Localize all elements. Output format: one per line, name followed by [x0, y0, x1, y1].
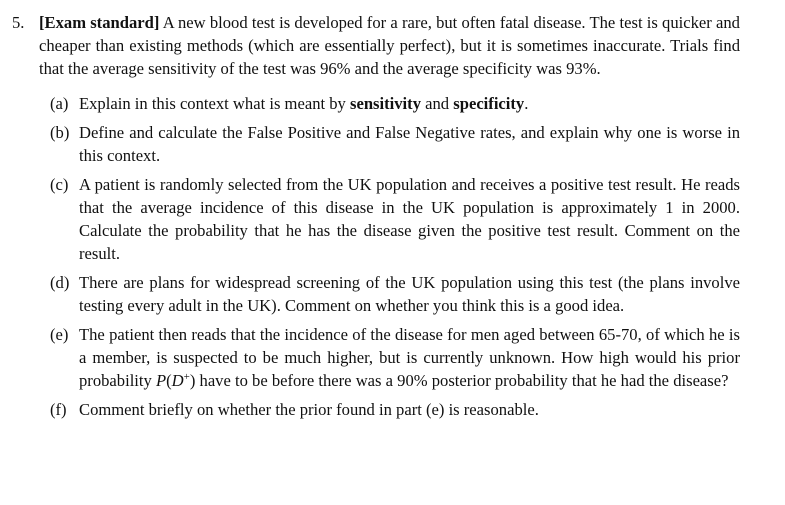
- part-b: (b) Define and calculate the False Posit…: [50, 121, 740, 167]
- part-b-label: (b): [50, 123, 70, 142]
- part-f: (f) Comment briefly on whether the prior…: [50, 398, 740, 421]
- part-c-label: (c): [50, 175, 69, 194]
- exam-standard-tag: [Exam standard]: [39, 13, 160, 32]
- math-d: D: [171, 371, 184, 390]
- question-parts: (a) Explain in this context what is mean…: [12, 92, 740, 421]
- math-p: P: [155, 371, 167, 390]
- math-close-paren: ): [189, 371, 196, 390]
- term-specificity: specificity: [453, 94, 525, 113]
- question-intro: [Exam standard] A new blood test is deve…: [39, 11, 740, 80]
- part-e: (e) The patient then reads that the inci…: [50, 323, 740, 392]
- part-d-label: (d): [50, 273, 70, 292]
- part-b-text: Define and calculate the False Positive …: [79, 123, 740, 165]
- part-a-text-1: Explain in this context what is meant by: [79, 94, 350, 113]
- math-open-paren: (: [166, 371, 172, 390]
- part-a-text-3: .: [524, 94, 529, 113]
- question-intro-text: A new blood test is developed for a rare…: [39, 13, 740, 78]
- prior-probability-math: P(D+): [156, 371, 195, 390]
- question-5: 5. [Exam standard] A new blood test is d…: [12, 11, 740, 427]
- question-number: 5.: [12, 13, 25, 32]
- part-f-label: (f): [50, 400, 67, 419]
- part-d-text: There are plans for widespread screening…: [79, 273, 740, 315]
- part-f-text: Comment briefly on whether the prior fou…: [79, 400, 539, 419]
- part-a-text-2: and: [421, 94, 454, 113]
- term-sensitivity: sensitivity: [350, 94, 421, 113]
- part-d: (d) There are plans for widespread scree…: [50, 271, 740, 317]
- part-e-label: (e): [50, 325, 69, 344]
- part-e-text-1: The patient then reads that the incidenc…: [79, 325, 740, 390]
- math-superscript-plus: +: [183, 371, 190, 383]
- part-a: (a) Explain in this context what is mean…: [50, 92, 740, 115]
- part-c-text: A patient is randomly selected from the …: [79, 175, 740, 263]
- part-c: (c) A patient is randomly selected from …: [50, 173, 740, 265]
- part-e-text-2: have to be before there was a 90% poster…: [195, 371, 729, 390]
- part-a-label: (a): [50, 94, 69, 113]
